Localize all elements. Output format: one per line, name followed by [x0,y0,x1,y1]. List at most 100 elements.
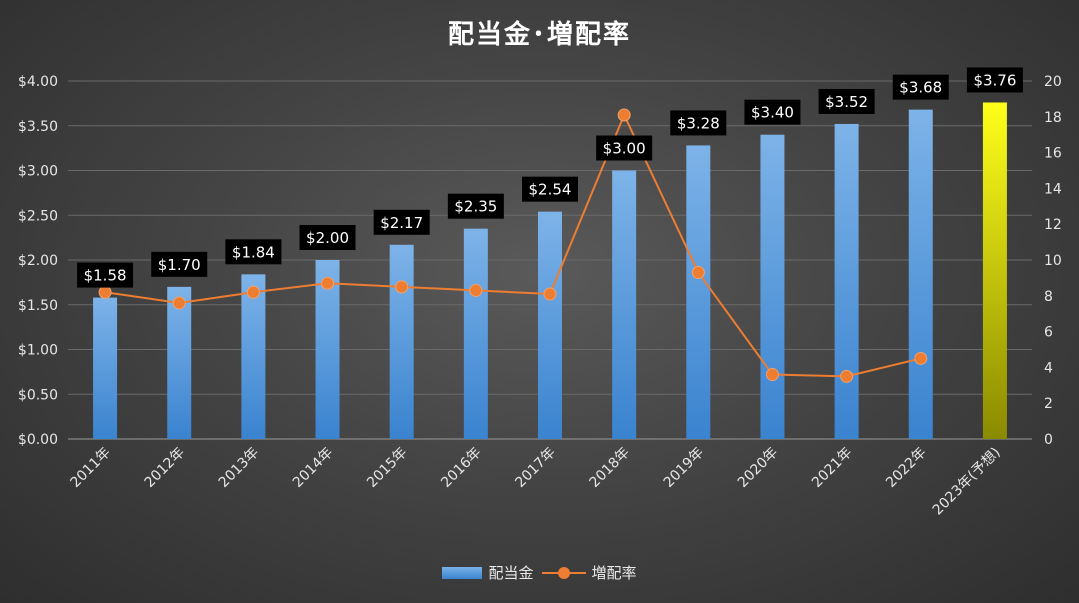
data-label-box [77,262,134,288]
y-left-tick-label: $0.00 [18,432,58,448]
data-label: $3.76 [966,67,1023,93]
dividend-bar [167,286,192,439]
growth-rate-point [914,351,928,365]
data-label: $3.00 [596,135,653,161]
y-right-tick-label: 2 [1044,396,1053,412]
growth-rate-point [321,276,335,290]
dividend-bar [93,297,118,439]
x-tick-label: 2012年 [142,445,188,491]
data-label: $3.40 [744,99,801,125]
y-right-tick-label: 12 [1044,217,1062,233]
dividend-bar [389,244,414,439]
data-label-text: $1.70 [158,256,201,274]
growth-rate-point [246,285,260,299]
y-left-tick-label: $1.50 [18,298,58,314]
x-tick-label: 2016年 [438,445,484,491]
dividend-bar [463,228,488,439]
y-right-tick-label: 18 [1044,110,1062,126]
y-right-tick-label: 14 [1044,181,1062,197]
y-right-tick-label: 0 [1044,432,1053,448]
y-right-tick-label: 6 [1044,325,1053,341]
data-labels: $1.58 $1.70 $1.84 $2.00 $2.17 $2.35 $2.54 $3.00… [77,67,1023,288]
data-label-text: $3.40 [751,104,794,122]
y-left-tick-label: $0.50 [18,387,58,403]
legend: 配当金 増配率 [0,562,1079,583]
x-tick-label: 2023年(予想) [930,445,1004,519]
data-label-text: $1.58 [84,267,127,285]
data-label-box [966,67,1023,93]
data-label: $3.52 [818,88,875,114]
data-label-text: $3.52 [825,93,868,111]
dividend-bar [686,145,711,439]
x-tick-label: 2022年 [883,445,929,491]
data-label: $3.28 [670,110,727,136]
legend-label-growth: 増配率 [591,564,637,582]
data-label-box [522,176,578,202]
data-label-box [892,74,949,100]
dividend-bar [241,274,266,439]
growth-rate-point [98,285,112,299]
forecast-bar [982,102,1007,439]
dividend-bar [760,134,785,439]
data-label-box [744,99,801,125]
bar-series [93,102,1007,440]
left-axis: $0.00 $0.50 $1.00 $1.50 $2.00 $2.50 $3.00 $3.50… [18,74,58,448]
legend-label-dividend: 配当金 [488,564,534,582]
x-tick-label: 2014年 [290,445,336,491]
growth-rate-point [840,369,854,383]
dividend-bar [538,211,562,439]
x-tick-label: 2021年 [809,445,855,491]
growth-rate-line [104,112,922,378]
y-left-tick-label: $3.50 [18,119,58,135]
x-tick-label: 2013年 [216,445,262,491]
data-label: $1.70 [151,251,208,277]
data-label-text: $1.84 [232,243,275,261]
y-left-tick-label: $1.00 [18,343,58,359]
y-left-tick-label: $3.00 [18,164,58,180]
data-label-box [373,209,430,235]
growth-rate-point [543,287,557,301]
data-label: $2.00 [299,225,356,250]
x-axis: 2011年 2012年 2013年 2014年 2015年 2016年 2017年 2018年… [67,445,1003,519]
dividend-bar [834,123,859,440]
data-label: $1.58 [77,262,134,288]
y-right-tick-label: 10 [1044,253,1062,269]
data-label: $2.35 [447,193,504,219]
y-left-tick-label: $2.00 [18,253,58,269]
data-label-text: $2.35 [454,198,497,216]
y-left-tick-label: $4.00 [18,74,58,90]
x-tick-label: 2011年 [67,445,113,491]
data-label-box [299,225,356,250]
data-label: $3.68 [892,74,949,100]
line-series [98,108,928,383]
y-left-tick-label: $2.50 [18,208,58,224]
growth-rate-point [765,368,779,382]
x-tick-label: 2015年 [364,445,410,491]
legend-item-dividend: 配当金 [442,562,534,583]
growth-rate-point [691,266,705,280]
growth-rate-point [172,296,186,310]
data-label-text: $2.17 [380,214,423,232]
data-label-text: $2.54 [529,181,572,199]
data-label-text: $3.76 [973,71,1016,89]
data-label-text: $3.00 [603,140,646,158]
data-label: $2.54 [522,176,578,202]
dividend-bar [612,170,637,439]
data-label-box [596,135,653,161]
data-label-box [818,88,875,114]
x-tick-label: 2020年 [735,445,781,491]
x-tick-label: 2018年 [587,445,633,491]
legend-line-swatch [541,566,586,579]
data-label: $2.17 [373,209,430,235]
data-label-text: $3.28 [677,114,720,132]
dividend-bar [315,260,340,439]
chart-title: 配当金･増配率 [447,20,631,50]
data-label-box [670,110,727,136]
growth-rate-point [469,283,483,297]
legend-item-growth: 増配率 [541,562,637,583]
y-right-tick-label: 16 [1044,146,1062,162]
data-label-text: $3.68 [899,79,942,97]
data-label-box [225,239,282,265]
data-label-text: $2.00 [306,229,349,247]
